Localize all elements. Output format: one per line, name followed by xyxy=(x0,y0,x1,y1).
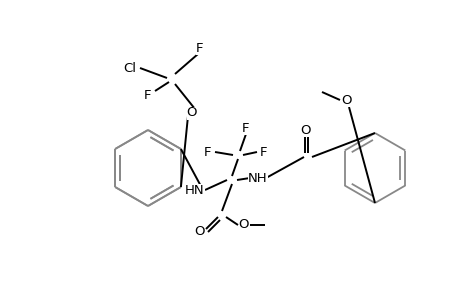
Text: O: O xyxy=(341,94,352,106)
Text: HN: HN xyxy=(185,184,204,196)
Text: O: O xyxy=(238,218,249,232)
Text: O: O xyxy=(194,226,205,238)
Text: F: F xyxy=(242,122,249,134)
Text: NH: NH xyxy=(248,172,267,184)
Text: F: F xyxy=(196,41,203,55)
Text: F: F xyxy=(144,88,151,101)
Text: Cl: Cl xyxy=(123,61,136,74)
Text: F: F xyxy=(260,146,267,158)
Text: O: O xyxy=(300,124,311,136)
Text: F: F xyxy=(204,146,211,158)
Text: O: O xyxy=(186,106,197,119)
